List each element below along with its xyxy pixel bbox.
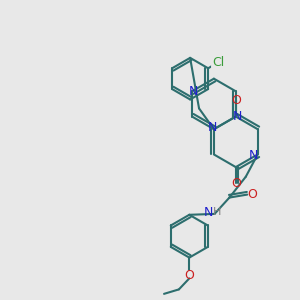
Text: N: N (189, 85, 198, 98)
Text: N: N (232, 110, 242, 123)
Text: H: H (213, 206, 221, 217)
Text: O: O (247, 188, 257, 201)
Text: O: O (231, 177, 241, 190)
Text: O: O (184, 269, 194, 282)
Text: N: N (208, 121, 217, 134)
Text: O: O (231, 94, 241, 107)
Text: Cl: Cl (212, 56, 225, 69)
Text: N: N (248, 149, 258, 162)
Text: N: N (203, 206, 213, 219)
